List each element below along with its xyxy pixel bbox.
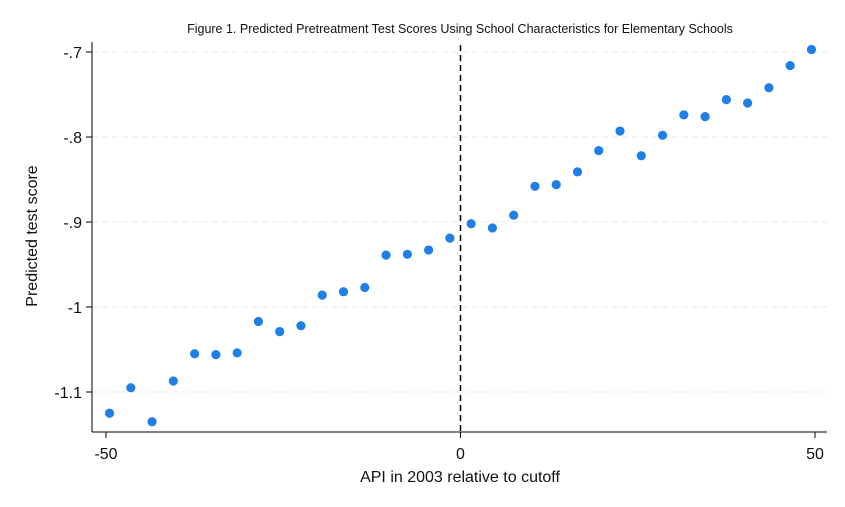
data-point: [126, 383, 136, 393]
x-tick-label: 0: [456, 446, 465, 463]
y-tick-label: -.9: [63, 215, 82, 232]
data-point: [636, 151, 646, 161]
data-point: [721, 95, 731, 105]
data-point: [700, 112, 710, 122]
x-axis-label: API in 2003 relative to cutoff: [360, 469, 560, 486]
y-tick-label: -.8: [63, 130, 82, 147]
data-point: [615, 126, 625, 136]
data-point: [551, 180, 561, 190]
data-point: [104, 408, 115, 418]
data-point: [360, 282, 370, 293]
data-point: [594, 146, 604, 156]
data-point: [530, 181, 540, 191]
data-point: [743, 98, 753, 108]
data-point: [381, 250, 391, 260]
data-point: [338, 287, 349, 297]
data-point: [317, 290, 327, 300]
data-point: [190, 349, 200, 359]
grid-lines: [92, 51, 827, 393]
data-point: [764, 83, 774, 93]
data-point: [466, 219, 476, 229]
data-point: [402, 249, 412, 259]
y-tick-label: -1.1: [54, 385, 82, 402]
x-tick-label: 50: [806, 446, 824, 463]
data-point: [296, 321, 306, 331]
data-point: [785, 61, 795, 71]
data-point: [806, 44, 817, 55]
axes: [86, 42, 827, 438]
data-point: [509, 210, 519, 220]
y-tick-label: -1: [68, 300, 82, 317]
tick-labels: -.7 -.8 -.9 -1 -1.1 -50 0 50: [54, 45, 824, 463]
data-point: [232, 348, 242, 358]
y-tick-label: -.7: [63, 45, 82, 62]
data-point: [423, 245, 434, 255]
data-point: [572, 167, 583, 177]
data-point: [211, 350, 221, 360]
data-point: [253, 316, 264, 327]
data-point: [168, 376, 178, 386]
data-point: [679, 110, 689, 120]
data-point: [657, 130, 668, 140]
data-point: [275, 327, 285, 337]
y-axis-label: Predicted test score: [24, 165, 41, 307]
chart-title: Figure 1. Predicted Pretreatment Test Sc…: [187, 22, 733, 36]
data-point: [445, 233, 455, 243]
x-tick-label: -50: [94, 446, 117, 463]
data-point: [147, 417, 157, 427]
data-points: [104, 44, 817, 427]
data-point: [487, 223, 498, 233]
